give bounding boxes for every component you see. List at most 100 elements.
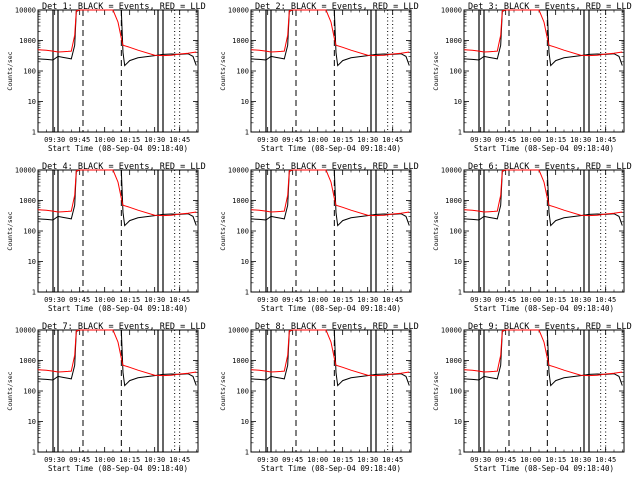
y-tick-label: 1	[245, 289, 249, 297]
x-tick-label: 10:00	[94, 456, 115, 464]
x-tick-label: 09:30	[44, 136, 65, 144]
plot-frame	[250, 329, 412, 453]
panel-3: Det 3: BLACK = Events, RED = LLD 1 10 100 10…	[432, 2, 632, 153]
x-tick-label: 09:30	[257, 456, 278, 464]
x-tick-label: 10:15	[332, 296, 353, 304]
lld-series-line	[37, 329, 197, 377]
y-tick-label: 1000	[232, 357, 249, 365]
x-tick-label: 09:45	[69, 136, 90, 144]
panel-title: Det 3: BLACK = Events, RED = LLD	[468, 2, 632, 12]
x-tick-label: 10:30	[357, 136, 378, 144]
y-tick-label: 1000	[19, 357, 36, 365]
lld-series-line	[250, 9, 410, 57]
y-tick-label: 10000	[228, 7, 249, 15]
y-tick-label: 1000	[19, 37, 36, 45]
y-tick-label: 100	[23, 68, 36, 76]
y-axis-label: Counts/sec	[432, 51, 440, 90]
events-series-line	[37, 329, 197, 387]
y-tick-label: 10000	[228, 167, 249, 175]
y-axis-label: Counts/sec	[219, 211, 227, 250]
x-tick-label: 10:15	[119, 296, 140, 304]
x-tick-label: 10:00	[520, 456, 541, 464]
y-tick-label: 10	[454, 98, 462, 106]
x-tick-label: 10:15	[545, 456, 566, 464]
plot-frame	[463, 169, 625, 293]
x-axis-label: Start Time (08-Sep-04 09:18:40)	[48, 144, 188, 153]
y-tick-label: 10000	[15, 327, 36, 335]
y-axis-label: Counts/sec	[432, 371, 440, 410]
x-tick-label: 09:45	[495, 296, 516, 304]
panel-5: Det 5: BLACK = Events, RED = LLD 1 10 100 10…	[219, 162, 419, 313]
y-tick-label: 100	[449, 388, 462, 396]
x-tick-label: 10:15	[119, 456, 140, 464]
panel-2: Det 2: BLACK = Events, RED = LLD 1 10 100 10…	[219, 2, 419, 153]
x-tick-label: 10:45	[169, 456, 190, 464]
x-tick-label: 10:00	[520, 136, 541, 144]
x-tick-label: 10:30	[144, 136, 165, 144]
panel-title: Det 6: BLACK = Events, RED = LLD	[468, 162, 632, 172]
x-axis-label: Start Time (08-Sep-04 09:18:40)	[261, 464, 401, 473]
x-tick-label: 10:30	[570, 136, 591, 144]
lld-series-line	[37, 9, 197, 57]
y-tick-label: 10	[241, 258, 249, 266]
y-tick-label: 1	[245, 129, 249, 137]
events-series-line	[37, 9, 197, 67]
events-series-line	[250, 169, 410, 227]
y-tick-label: 10000	[228, 327, 249, 335]
panel-title: Det 1: BLACK = Events, RED = LLD	[42, 2, 206, 12]
panel-7: Det 7: BLACK = Events, RED = LLD 1 10 100 10…	[6, 322, 206, 473]
x-tick-label: 10:00	[307, 456, 328, 464]
x-tick-label: 09:30	[44, 456, 65, 464]
x-tick-label: 09:30	[470, 456, 491, 464]
y-tick-label: 1	[245, 449, 249, 457]
x-tick-label: 10:30	[357, 456, 378, 464]
x-tick-label: 09:30	[257, 296, 278, 304]
x-tick-label: 09:45	[495, 456, 516, 464]
x-tick-label: 09:30	[257, 136, 278, 144]
y-tick-label: 10	[28, 98, 36, 106]
x-axis-label: Start Time (08-Sep-04 09:18:40)	[48, 464, 188, 473]
plot-frame	[37, 329, 199, 453]
y-tick-label: 1000	[232, 37, 249, 45]
lld-series-line	[463, 9, 623, 57]
lld-series-line	[250, 169, 410, 217]
panel-1: Det 1: BLACK = Events, RED = LLD 1 10 100 10…	[6, 2, 206, 153]
x-tick-label: 09:45	[69, 296, 90, 304]
y-axis-label: Counts/sec	[219, 51, 227, 90]
y-tick-label: 10	[241, 98, 249, 106]
panel-title: Det 2: BLACK = Events, RED = LLD	[255, 2, 419, 12]
lld-series-line	[250, 329, 410, 377]
panel-title: Det 7: BLACK = Events, RED = LLD	[42, 322, 206, 332]
y-tick-label: 100	[23, 388, 36, 396]
y-tick-label: 10	[241, 418, 249, 426]
y-tick-label: 1000	[445, 37, 462, 45]
x-tick-label: 09:30	[44, 296, 65, 304]
x-tick-label: 09:30	[470, 136, 491, 144]
x-tick-label: 09:30	[470, 296, 491, 304]
x-tick-label: 10:45	[595, 136, 616, 144]
x-tick-label: 10:30	[357, 296, 378, 304]
plot-frame	[463, 9, 625, 133]
x-tick-label: 09:45	[495, 136, 516, 144]
y-tick-label: 10	[454, 418, 462, 426]
y-tick-label: 1000	[232, 197, 249, 205]
y-tick-label: 100	[236, 228, 249, 236]
x-tick-label: 09:45	[282, 296, 303, 304]
events-series-line	[37, 169, 197, 227]
panel-4: Det 4: BLACK = Events, RED = LLD 1 10 100 10…	[6, 162, 206, 313]
x-tick-label: 10:15	[332, 136, 353, 144]
events-series-line	[463, 329, 623, 387]
y-tick-label: 10000	[15, 7, 36, 15]
lld-series-line	[463, 169, 623, 217]
x-axis-label: Start Time (08-Sep-04 09:18:40)	[474, 464, 614, 473]
y-tick-label: 100	[449, 228, 462, 236]
x-tick-label: 09:45	[69, 456, 90, 464]
x-tick-label: 10:15	[545, 296, 566, 304]
plot-frame	[463, 329, 625, 453]
y-tick-label: 100	[236, 68, 249, 76]
x-tick-label: 10:30	[570, 296, 591, 304]
y-axis-label: Counts/sec	[219, 371, 227, 410]
panel-title: Det 5: BLACK = Events, RED = LLD	[255, 162, 419, 172]
x-tick-label: 10:30	[144, 456, 165, 464]
panel-9: Det 9: BLACK = Events, RED = LLD 1 10 100 10…	[432, 322, 632, 473]
